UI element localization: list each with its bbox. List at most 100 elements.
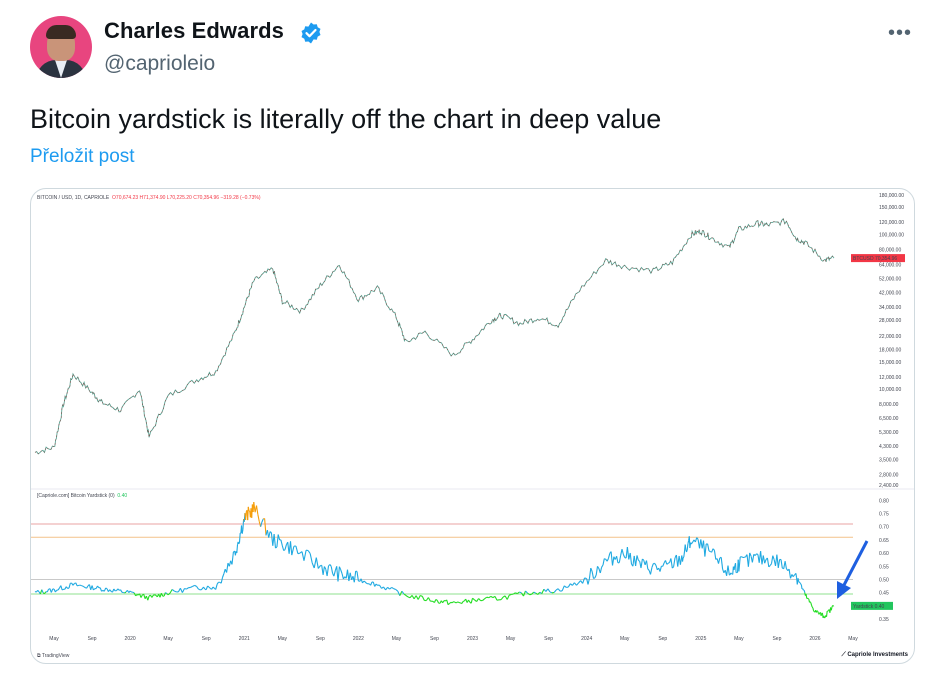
yardstick-segment [738,556,741,572]
yardstick-segment [686,543,689,551]
annotation-arrow [841,540,869,588]
yardstick-segment [425,597,429,601]
yardstick-segment [317,565,321,569]
yardstick-segment [744,556,746,558]
yardstick-segment [730,572,732,574]
yardstick-segment [420,594,423,597]
yardstick-segment [196,586,199,589]
yardstick-segment [506,594,510,600]
yardstick-segment [451,601,454,604]
yardstick-segment [561,585,565,592]
yardstick-segment [640,558,643,569]
time-axis-tick: 2020 [125,636,136,642]
yardstick-segment [147,595,150,601]
yardstick-segment [704,543,707,557]
yardstick-segment [762,555,766,564]
yardstick-segment [647,568,650,571]
yardstick-segment [167,592,171,596]
yardstick-segment [379,584,382,589]
yardstick-segment [360,578,364,584]
yardstick-segment [338,566,342,570]
yardstick-segment [119,589,121,591]
yardstick-segment [604,558,606,560]
yardstick-segment [494,596,498,601]
yardstick-segment [212,586,215,589]
time-axis-tick: 2025 [695,636,706,642]
yardstick-segment [389,586,393,590]
time-axis-tick: Sep [544,636,553,642]
yardstick-segment [399,590,403,596]
yardstick-segment [606,558,609,562]
yardstick-segment [34,590,37,593]
yardstick-segment [784,561,787,569]
avatar[interactable] [30,16,92,78]
more-options-icon[interactable]: ••• [888,22,913,44]
yardstick-segment [811,605,813,608]
yardstick-segment [711,548,714,553]
yardstick-segment [395,589,399,592]
yardstick-axis-tick: 0.35 [879,617,889,623]
capriole-logo: ⟋ Capriole Investments [841,652,908,658]
yardstick-segment [313,557,317,569]
yardstick-segment [488,595,492,599]
yardstick-segment [472,597,475,601]
yardstick-segment [241,529,244,534]
yardstick-segment [666,562,669,565]
yardstick-segment [655,565,658,570]
yardstick-segment [124,591,127,594]
tweet-text: Bitcoin yardstick is literally off the c… [30,104,662,134]
yardstick-segment [802,588,804,591]
yardstick-segment [37,589,40,593]
indicator-title: [Capriole.com] Bitcoin Yardstick (0) [37,493,115,499]
yardstick-segment [681,557,684,562]
yardstick-segment [594,574,597,579]
yardstick-segment [231,551,234,565]
price-series-line [34,218,835,455]
price-axis-tick: 4,300.00 [879,444,899,450]
yardstick-segment [283,549,286,552]
time-axis-tick: Sep [316,636,325,642]
yardstick-segment [602,558,605,566]
yardstick-segment [329,564,332,567]
yardstick-segment [322,566,325,575]
chart-image[interactable]: 180,000.00 150,000.00 120,000.00 100,000.00… [30,188,915,664]
yardstick-segment [407,596,411,599]
yardstick-segment [541,588,545,594]
yardstick-segment [135,594,138,597]
chart-header: BITCOIN / USD, 1D, CAPRIOLE O70,674.23 H… [37,195,260,201]
yardstick-segment [795,573,798,578]
yardstick-segment [770,555,774,564]
yardstick-segment [591,571,595,579]
yardstick-axis-tick: 0.80 [879,498,889,504]
price-axis-tick: 120,000.00 [879,220,904,226]
price-axis-tick: 28,000.00 [879,318,901,324]
yardstick-segment [769,563,772,566]
yardstick-segment [820,613,823,616]
yardstick-segment [645,560,649,569]
yardstick-segment [707,543,710,552]
yardstick-segment [584,577,587,580]
price-axis-tick: 3,500.00 [879,458,899,464]
author-name[interactable]: Charles Edwards [104,18,285,43]
yardstick-segment [74,582,77,585]
yardstick-segment [362,580,365,584]
author-handle[interactable]: @caprioleio [104,52,216,75]
yardstick-segment [323,566,327,570]
yardstick-segment [662,562,665,567]
yardstick-segment [788,569,792,579]
yardstick-segment [165,592,168,595]
yardstick-segment [236,544,239,554]
yardstick-axis-tick: 0.55 [879,564,889,570]
price-axis-tick: 10,000.00 [879,387,901,393]
yardstick-segment [330,566,334,574]
yardstick-segment [41,589,44,594]
translate-link[interactable]: Přeložit post [30,146,135,167]
yardstick-segment [519,591,522,594]
yardstick-segment [281,545,285,551]
yardstick-segment [226,563,229,573]
price-axis-tick: 42,000.00 [879,291,901,297]
yardstick-segment [253,502,256,513]
yardstick-segment [255,505,259,515]
yardstick-segment [531,591,535,595]
yardstick-segment [109,589,112,592]
